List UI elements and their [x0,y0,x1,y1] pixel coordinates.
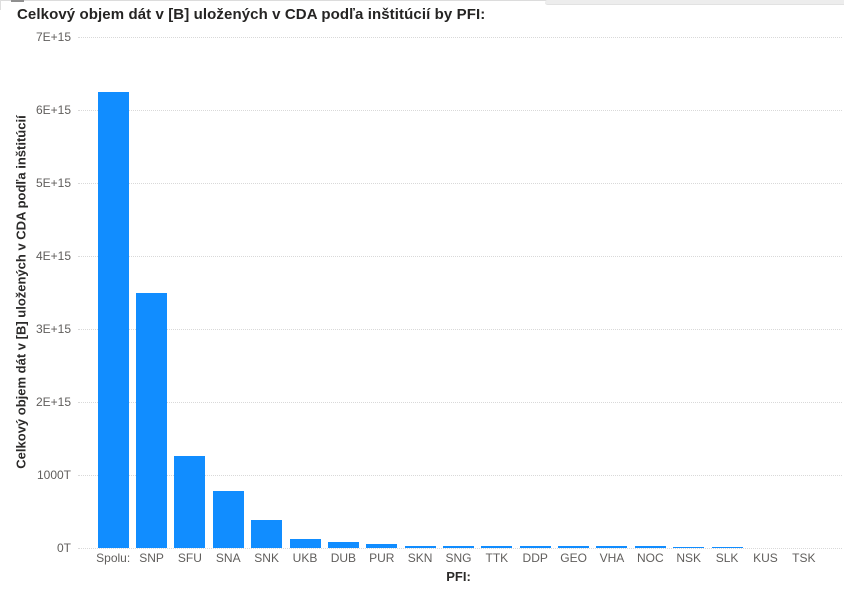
horizontal-scrollbar-thumb[interactable] [545,0,844,5]
bar-nsk[interactable] [673,546,705,548]
x-category-label: SLK [715,551,739,565]
x-category-label: UKB [292,551,318,565]
gridline-4E+15 [78,256,842,257]
x-category-label: SNP [139,551,164,565]
x-category-label: DUB [330,551,357,565]
bar-slk[interactable] [711,546,743,548]
y-tick-label: 6E+15 [35,103,71,117]
chart-title: Celkový objem dát v [B] uložených v CDA … [17,6,486,23]
gridline-2E+15 [78,402,842,403]
bar-spolu[interactable] [97,91,129,548]
x-category-label: KUS [753,551,778,565]
gridline-0T [78,548,842,549]
bar-dub[interactable] [327,542,359,548]
gridline-5E+15 [78,183,842,184]
gridline-3E+15 [78,329,842,330]
bar-ddp[interactable] [519,546,551,548]
x-category-label: PUR [369,551,395,565]
x-category-label: VHA [599,551,625,565]
y-tick-label: 1000T [36,468,71,482]
x-category-label: SNG [445,551,472,565]
y-tick-label: 7E+15 [35,30,71,44]
x-category-label: SNK [254,551,279,565]
bar-snp[interactable] [136,292,168,548]
x-category-label: GEO [560,551,587,565]
x-category-label: Spolu: [96,551,131,565]
x-category-label: NOC [637,551,664,565]
x-category-label: NSK [676,551,702,565]
bar-ukb[interactable] [289,539,321,548]
scrollbar-notch [11,0,24,2]
x-category-label: TTK [485,551,509,565]
x-category-label: SKN [407,551,433,565]
y-tick-label: 4E+15 [35,249,71,263]
y-tick-label: 3E+15 [35,322,71,336]
y-tick-label: 2E+15 [35,395,71,409]
top-border-line [0,0,844,1]
x-category-label: SNA [215,551,241,565]
bar-noc[interactable] [634,546,666,548]
y-tick-label: 0T [56,541,71,555]
bar-snk[interactable] [251,519,283,548]
bar-geo[interactable] [558,546,590,548]
gridline-6E+15 [78,110,842,111]
gridline-1000T [78,475,842,476]
bar-sfu[interactable] [174,455,206,548]
bar-skn[interactable] [404,546,436,548]
bar-vha[interactable] [596,546,628,548]
x-category-label: TSK [792,551,816,565]
x-category-label: SFU [177,551,202,565]
bar-pur[interactable] [366,543,398,548]
left-border-line [0,0,1,10]
bar-sng[interactable] [443,546,474,548]
y-tick-label: 5E+15 [35,176,71,190]
gridline-7E+15 [78,37,842,38]
x-axis-title: PFI: [446,569,471,584]
x-category-label: DDP [522,551,548,565]
bar-sna[interactable] [212,490,244,548]
bar-ttk[interactable] [481,546,513,548]
y-axis-title: Celkový objem dát v [B] uložených v CDA … [13,115,29,469]
